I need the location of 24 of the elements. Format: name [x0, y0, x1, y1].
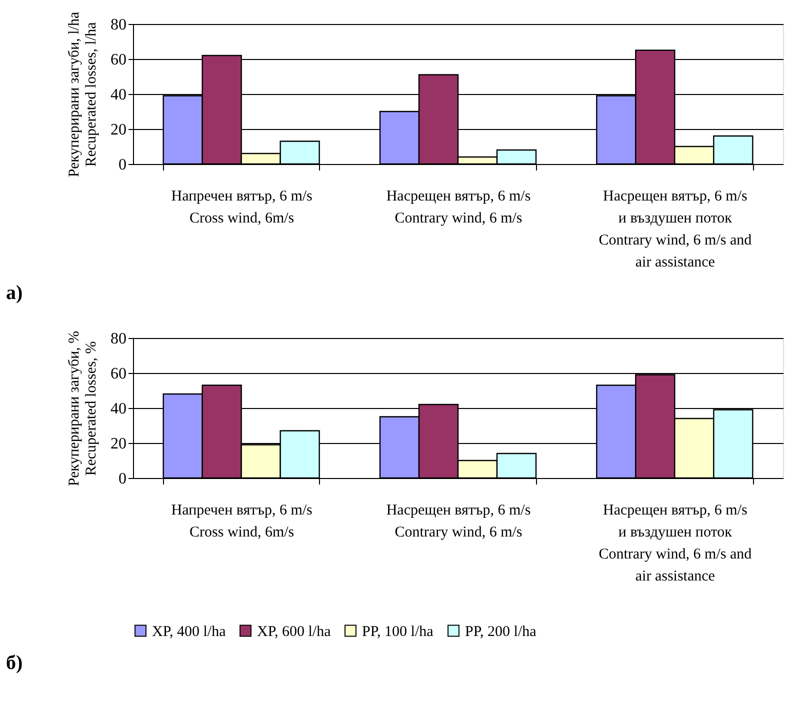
x-tick-label: Напречен вятър, 6 m/s Cross wind, 6m/s — [171, 502, 313, 540]
y-axis-title: Рекуперирани загуби, % Recuperated losses, % — [66, 330, 100, 486]
y-tick-label: 40 — [110, 86, 126, 104]
text: а) — [6, 282, 23, 304]
legend-label: PP, 100 l/ha — [362, 624, 434, 640]
y-tick-label: 80 — [110, 330, 126, 348]
x-tick-label: Напречен вятър, 6 m/s Cross wind, 6m/s — [171, 188, 313, 226]
legend-label: XP, 600 l/ha — [257, 624, 332, 640]
y-tick-label: 60 — [110, 52, 126, 68]
y-axis-title: Рекуперирани загуби, l/ha Recuperated losses, l/ha — [66, 12, 100, 178]
text: б) — [6, 652, 23, 674]
legend-label: XP, 400 l/ha — [152, 624, 226, 640]
y-tick-label: 40 — [110, 400, 126, 418]
y-tick-label: 60 — [110, 366, 126, 382]
legend-label: PP, 200 l/ha — [465, 624, 537, 640]
y-tick-label: 0 — [118, 156, 126, 174]
x-tick-label: Насрещен вятър, 6 m/s и въздушен поток Contrary wind, 6 m/s and air assistance — [598, 502, 752, 584]
x-tick-label: Насрещен вятър, 6 m/s Contrary wind, 6 m/s — [386, 502, 531, 540]
y-tick-label: 80 — [110, 16, 126, 34]
y-tick-label: 0 — [118, 470, 126, 488]
y-tick-label: 20 — [110, 436, 126, 452]
y-tick-label: 20 — [110, 122, 126, 138]
x-tick-label: Насрещен вятър, 6 m/s Contrary wind, 6 m/s — [386, 188, 531, 226]
x-tick-label: Насрещен вятър, 6 m/s и въздушен поток Contrary wind, 6 m/s and air assistance — [598, 188, 752, 270]
